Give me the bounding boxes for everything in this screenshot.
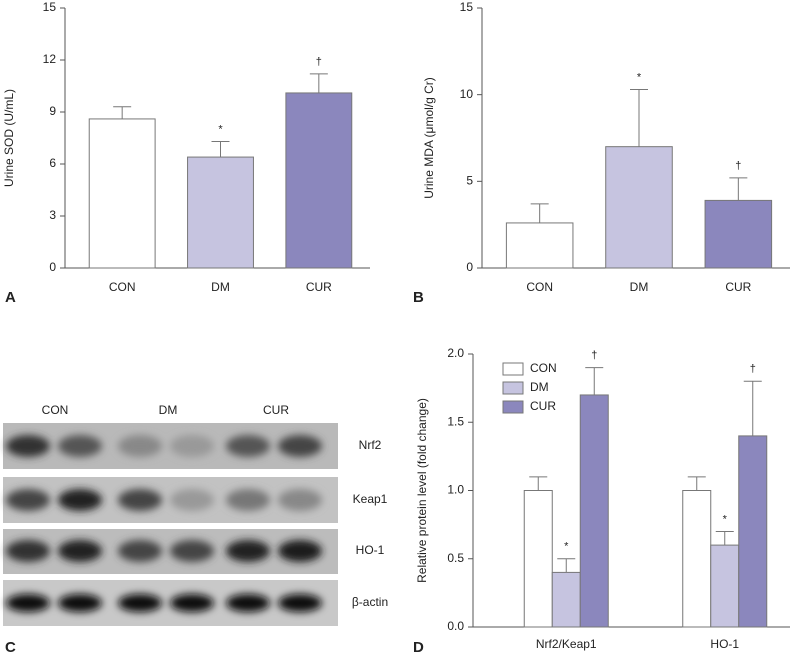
- blot-band: [170, 540, 214, 562]
- blot-band: [278, 540, 322, 562]
- blot-band: [58, 594, 102, 612]
- y-tick-label: 1.0: [447, 483, 464, 497]
- panel-letter: C: [5, 639, 16, 656]
- bar: [682, 490, 712, 628]
- legend-swatch: [502, 381, 524, 395]
- y-axis-label: Urine MDA (μmol/g Cr): [422, 77, 436, 199]
- blot-panel: [3, 423, 338, 626]
- blot-band: [278, 435, 322, 457]
- x-tick-label: CUR: [306, 280, 332, 294]
- blot-band: [6, 540, 50, 562]
- blot-band: [58, 489, 102, 511]
- bar: [187, 156, 254, 269]
- y-tick-label: 15: [43, 0, 57, 14]
- y-axis-label: Relative protein level (fold change): [415, 398, 429, 583]
- bar: [738, 435, 768, 628]
- blot-band: [170, 489, 214, 511]
- panel-letter: B: [413, 289, 424, 306]
- y-tick-label: 9: [49, 104, 56, 118]
- significance-marker: †: [591, 350, 597, 362]
- blot-band: [6, 435, 50, 457]
- y-axis-label: Urine SOD (U/mL): [2, 89, 16, 187]
- bar: [505, 222, 574, 269]
- significance-marker: †: [750, 363, 756, 375]
- blot-band: [226, 594, 270, 612]
- significance-marker: *: [564, 541, 569, 553]
- panel-letter: D: [413, 639, 424, 656]
- blot-band: [118, 489, 162, 511]
- y-tick-label: 2.0: [447, 346, 464, 360]
- x-tick-label: CON: [526, 280, 553, 294]
- x-tick-label: DM: [630, 280, 649, 294]
- blot-band: [278, 594, 322, 612]
- bar: [605, 146, 673, 269]
- x-tick-label: HO-1: [710, 637, 739, 651]
- blot-band: [118, 594, 162, 612]
- blot-band: [170, 435, 214, 457]
- x-tick-label: CUR: [725, 280, 751, 294]
- legend-swatch: [502, 362, 524, 376]
- blot-band: [6, 594, 50, 612]
- bar: [523, 490, 553, 628]
- x-tick-label: CON: [109, 280, 136, 294]
- legend-swatch: [502, 400, 524, 414]
- y-tick-label: 1.5: [447, 414, 464, 428]
- bar: [285, 92, 353, 269]
- significance-marker: *: [723, 513, 728, 525]
- x-tick-label: Nrf2/Keap1: [536, 637, 597, 651]
- blot-band: [118, 540, 162, 562]
- legend-label: CUR: [530, 399, 556, 413]
- y-tick-label: 0.5: [447, 551, 464, 565]
- y-tick-label: 12: [43, 52, 57, 66]
- x-tick-label: DM: [211, 280, 230, 294]
- y-tick-label: 6: [49, 156, 56, 170]
- significance-marker: *: [218, 123, 223, 135]
- significance-marker: †: [316, 56, 322, 68]
- blot-row-label: HO-1: [356, 543, 385, 557]
- blot-band: [278, 489, 322, 511]
- blot-band: [6, 489, 50, 511]
- bar: [551, 571, 581, 628]
- legend-label: CON: [530, 361, 557, 375]
- significance-marker: †: [735, 160, 741, 172]
- y-tick-label: 15: [460, 0, 474, 14]
- blot-band: [58, 435, 102, 457]
- y-tick-label: 0.0: [447, 619, 464, 633]
- legend-label: DM: [530, 380, 549, 394]
- blot-group-label: CON: [42, 403, 69, 417]
- blot-group-label: DM: [159, 403, 178, 417]
- bar: [88, 118, 156, 269]
- blot-row-label: Nrf2: [359, 438, 382, 452]
- blot-band: [226, 540, 270, 562]
- y-tick-label: 0: [49, 260, 56, 274]
- y-tick-label: 0: [466, 260, 473, 274]
- blot-band: [226, 489, 270, 511]
- bands: [6, 435, 322, 612]
- y-tick-label: 3: [49, 208, 56, 222]
- blot-band: [170, 594, 214, 612]
- blot-group-label: CUR: [263, 403, 289, 417]
- y-tick-label: 5: [466, 174, 473, 188]
- blot-row-label: β-actin: [352, 595, 388, 609]
- blot-band: [226, 435, 270, 457]
- bar: [579, 394, 609, 628]
- panel-letter: A: [5, 289, 16, 306]
- bar: [704, 199, 773, 269]
- blot-band: [118, 435, 162, 457]
- significance-marker: *: [637, 71, 642, 83]
- blot-band: [58, 540, 102, 562]
- y-tick-label: 10: [460, 87, 474, 101]
- bar: [710, 544, 740, 628]
- blot-row-label: Keap1: [353, 492, 388, 506]
